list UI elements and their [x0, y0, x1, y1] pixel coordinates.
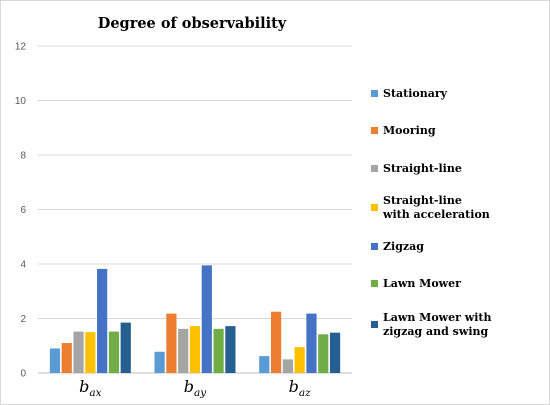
bar: [201, 265, 212, 373]
legend-swatch: [371, 204, 378, 211]
bar: [189, 326, 201, 373]
y-axis-ticks: 0 2 4 6 8 10 12: [15, 42, 27, 380]
bar: [225, 326, 236, 373]
legend-label: with acceleration: [382, 208, 490, 221]
legend: Stationary Mooring Straight-line Straight-l…: [371, 87, 492, 338]
x-category-label: bay: [184, 377, 208, 399]
bar: [166, 313, 177, 373]
legend-swatch: [371, 280, 378, 287]
y-tick-label: 10: [15, 96, 27, 107]
y-tick-label: 12: [15, 42, 27, 53]
bar: [97, 268, 108, 373]
legend-label: Zigzag: [383, 240, 424, 253]
y-tick-label: 8: [20, 151, 26, 162]
y-tick-label: 4: [20, 260, 26, 271]
bar: [282, 359, 293, 373]
bar: [108, 331, 120, 373]
bar: [259, 356, 270, 373]
bar: [61, 343, 72, 373]
bar: [154, 351, 165, 373]
legend-label: Straight-line: [383, 162, 462, 175]
bars: [49, 265, 341, 373]
bar: [178, 328, 189, 373]
bar: [73, 331, 84, 373]
bar: [329, 332, 341, 373]
bar: [49, 348, 61, 373]
y-tick-label: 0: [20, 369, 26, 380]
bar: [120, 322, 131, 373]
legend-label: Straight-line: [383, 194, 462, 207]
x-axis-categories: bax bay baz: [79, 377, 311, 399]
legend-swatch: [371, 321, 378, 328]
bar: [294, 347, 305, 373]
bar: [318, 334, 329, 373]
y-tick-label: 6: [20, 205, 26, 216]
legend-swatch: [371, 90, 378, 97]
legend-label: Mooring: [383, 124, 436, 137]
legend-label: zigzag and swing: [383, 325, 488, 338]
legend-label: Lawn Mower: [383, 277, 461, 290]
bar: [306, 313, 317, 373]
legend-label: Lawn Mower with: [383, 311, 492, 324]
gridlines: [38, 45, 352, 374]
bar: [270, 311, 282, 373]
bar: [85, 332, 96, 373]
bar: [213, 328, 224, 373]
chart-title: Degree of observability: [98, 15, 287, 32]
x-category-label: baz: [289, 377, 312, 399]
x-category-label: bax: [79, 377, 102, 399]
y-tick-label: 2: [20, 314, 26, 325]
legend-swatch: [371, 243, 378, 250]
legend-swatch: [371, 165, 378, 172]
legend-label: Stationary: [383, 87, 448, 100]
legend-swatch: [371, 127, 378, 134]
